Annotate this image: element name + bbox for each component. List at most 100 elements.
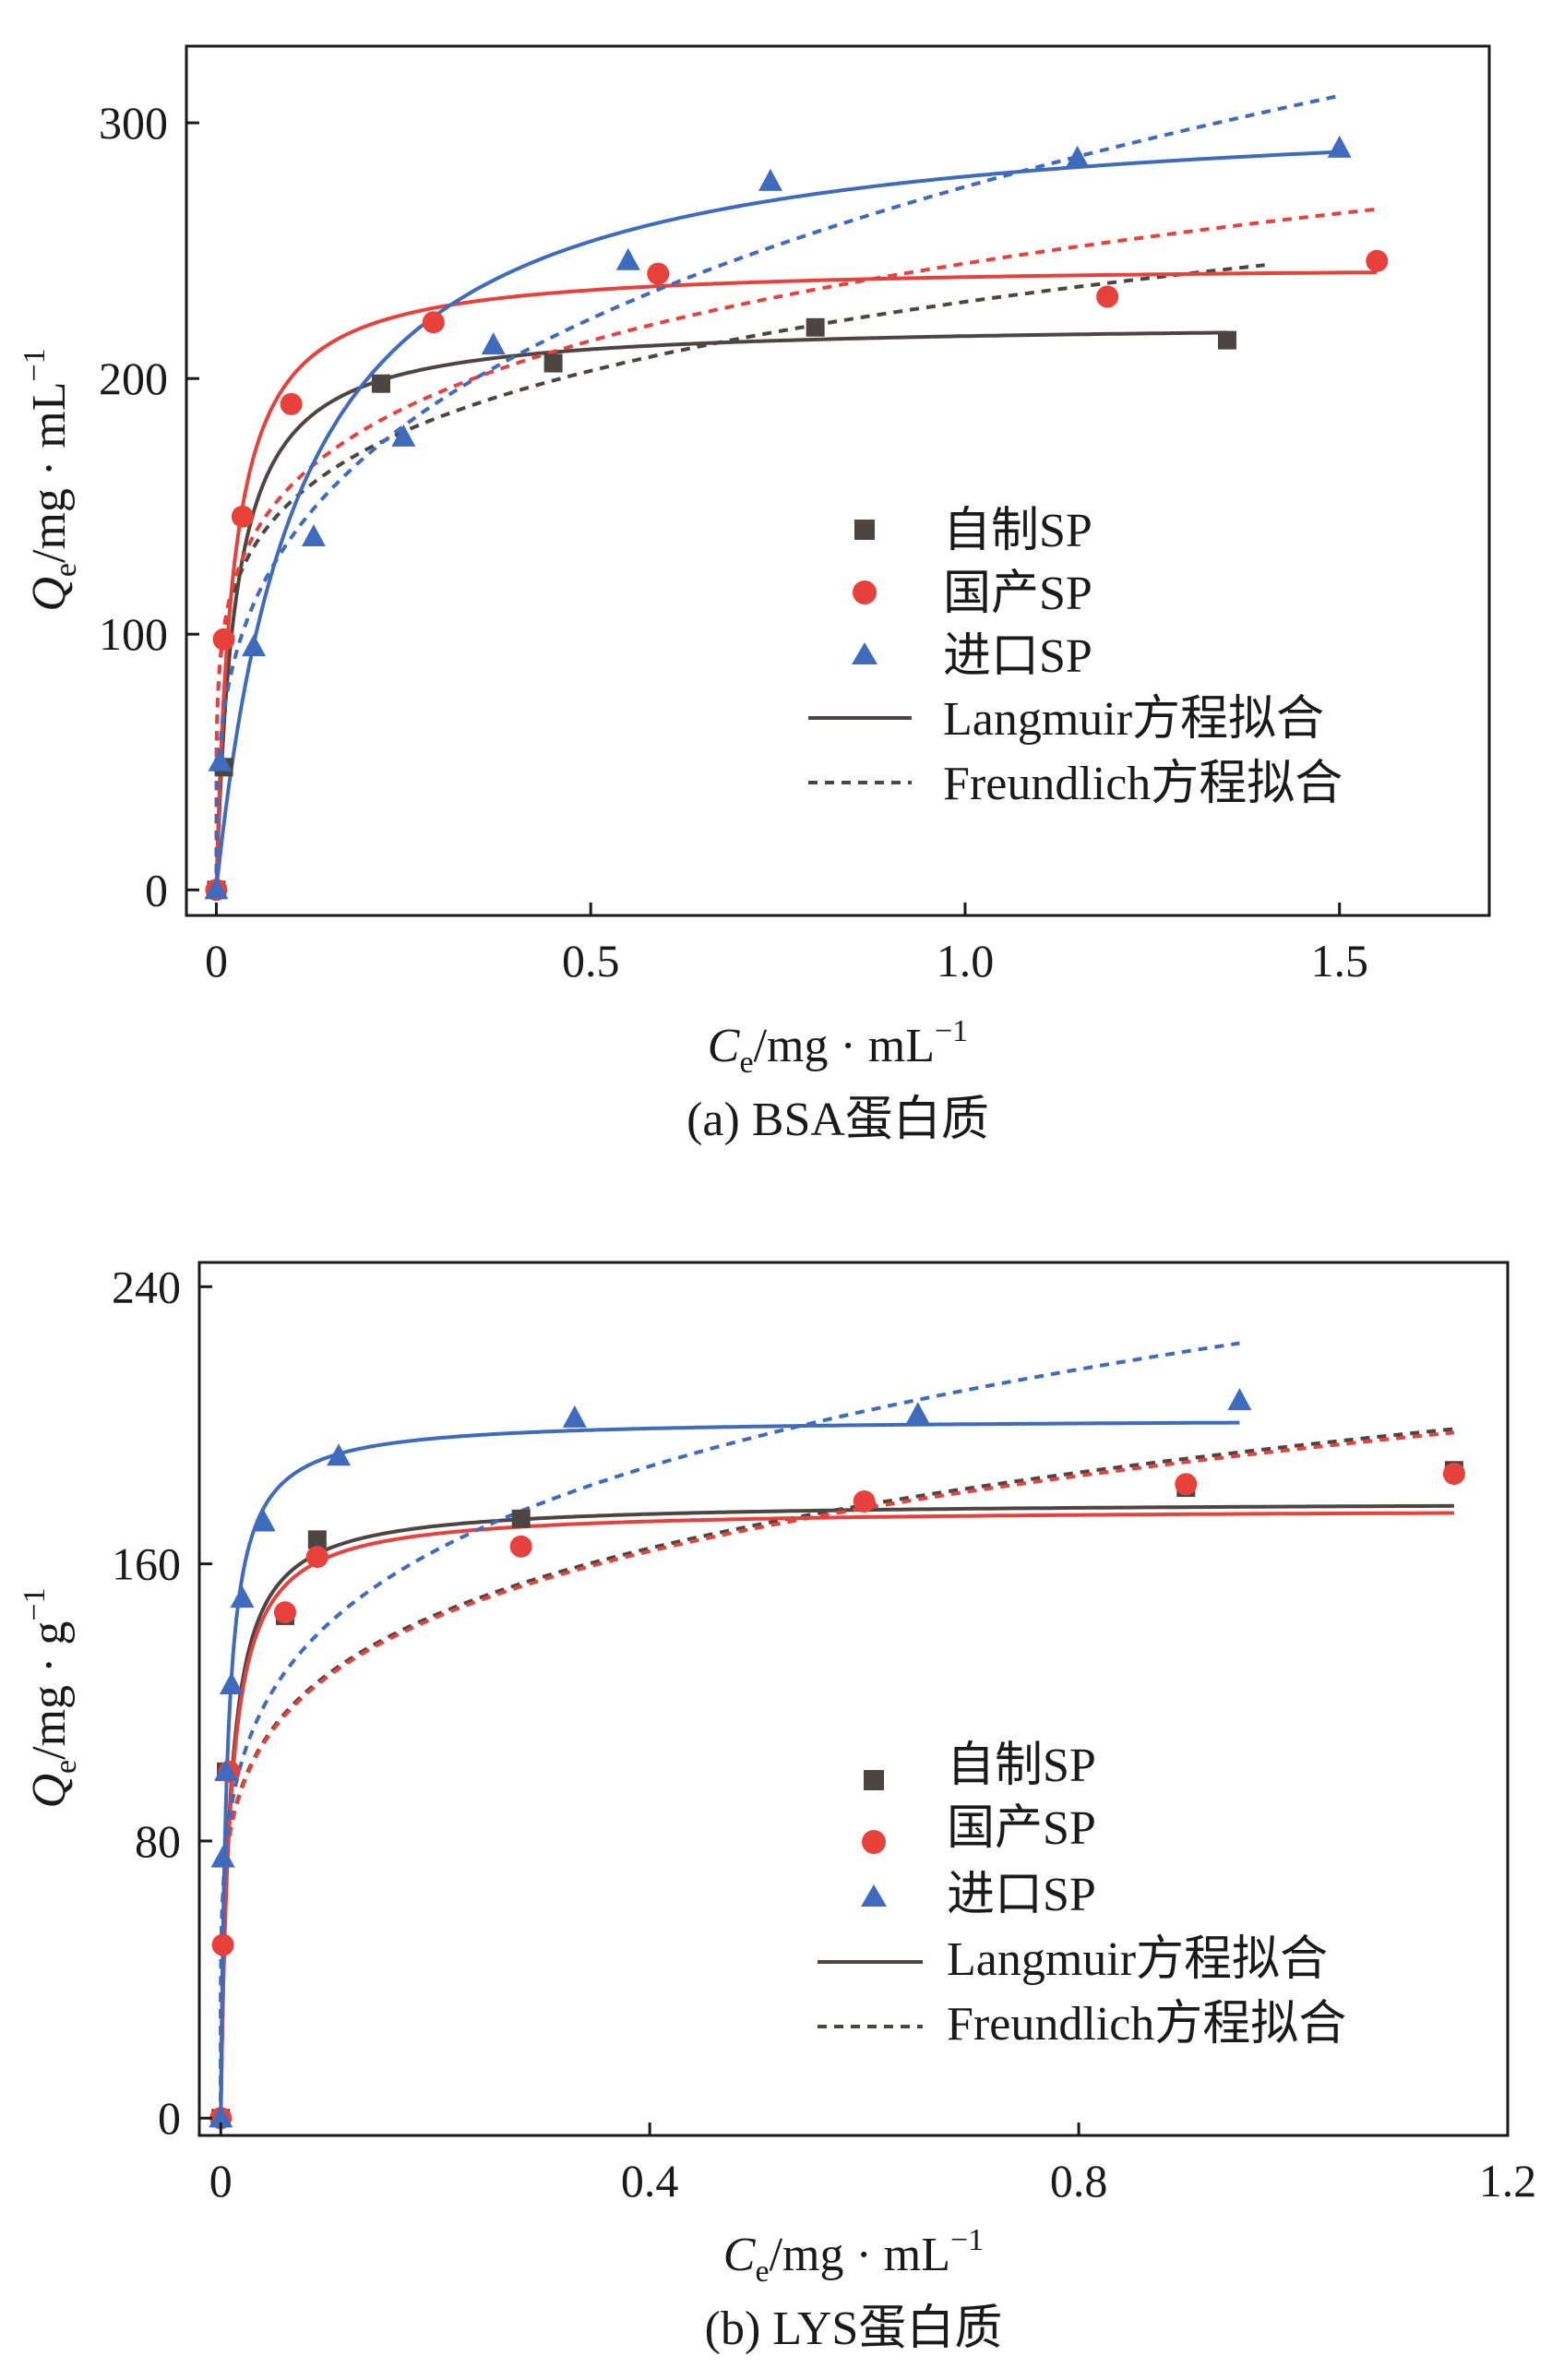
ticks-a: 0 0.5 1.0 1.5 0 100 200 300 <box>99 97 1368 987</box>
y-axis-title-b: Qe/mg · g−1 <box>18 1587 83 1808</box>
y-tick-label-a-1: 100 <box>99 608 168 660</box>
legend-a: 自制SP 国产SP 进口SP Langmuir方程拟合 Freundlich方程… <box>808 505 1343 810</box>
data-point-jinkou-a-2 <box>242 634 267 657</box>
data-point-guochan-b-6 <box>853 1490 876 1513</box>
data-point-jinkou-a-3 <box>301 523 326 546</box>
legend-label-jinkou-b: 进口SP <box>947 1869 1096 1921</box>
caption-a: (a) BSA蛋白质 <box>686 1094 989 1146</box>
data-point-guochan-b-8 <box>1442 1462 1465 1485</box>
x-tick-label-b-0: 0 <box>209 2155 233 2207</box>
ticks-b: 0 0.4 0.8 1.2 0 80 160 240 <box>112 1261 1536 2207</box>
legend-marker-guochan-b <box>862 1830 886 1854</box>
plot-area-a <box>204 93 1389 902</box>
data-point-zizhi-a-2 <box>371 374 390 393</box>
data-point-jinkou-a-4 <box>391 424 416 447</box>
legend-marker-zizhi-a <box>854 520 875 540</box>
data-point-guochan-a-7 <box>1366 249 1389 272</box>
legend-b: 自制SP 国产SP 进口SP Langmuir方程拟合 Freundlich方程… <box>818 1740 1346 2051</box>
y-tick-label-a-3: 300 <box>99 97 168 149</box>
legend-label-zizhi-a: 自制SP <box>943 505 1092 557</box>
panel-a-bsa: 0 0.5 1.0 1.5 0 100 200 300 Qe/mg · mL−1 Ce/mg … <box>18 44 1491 1146</box>
data-point-zizhi-a-3 <box>543 353 563 373</box>
data-point-jinkou-b-3 <box>219 1671 244 1694</box>
data-point-jinkou-a-6 <box>615 247 640 270</box>
data-point-guochan-b-3 <box>273 1601 296 1624</box>
y-tick-label-b-1: 80 <box>135 1815 181 1867</box>
data-point-jinkou-b-1 <box>210 1845 235 1868</box>
x-tick-label-a-0: 0 <box>205 935 228 987</box>
caption-b: (b) LYS蛋白质 <box>705 2302 1003 2355</box>
data-point-jinkou-a-8 <box>1065 145 1090 168</box>
data-point-guochan-a-5 <box>647 262 670 285</box>
x-tick-label-a-2: 1.0 <box>937 935 995 987</box>
freundlich-curve-zizhi-b <box>219 1427 1455 2119</box>
data-point-guochan-b-1 <box>211 1933 234 1956</box>
langmuir-curve-jinkou-b <box>219 1420 1240 2119</box>
plot-area-b <box>209 1341 1465 2130</box>
data-point-guochan-a-1 <box>212 628 235 651</box>
data-point-guochan-a-6 <box>1096 285 1119 308</box>
x-tick-label-a-1: 0.5 <box>562 935 620 987</box>
langmuir-curve-guochan-a <box>214 270 1378 891</box>
y-tick-label-a-0: 0 <box>145 864 168 915</box>
data-point-jinkou-b-6 <box>327 1443 352 1466</box>
data-point-jinkou-a-9 <box>1327 135 1352 158</box>
y-tick-label-a-2: 200 <box>99 353 168 404</box>
data-point-jinkou-a-1 <box>208 748 233 771</box>
legend-marker-jinkou-b <box>861 1884 887 1907</box>
data-point-jinkou-a-0 <box>204 877 229 900</box>
freundlich-curve-guochan-b <box>219 1430 1455 2119</box>
data-point-guochan-b-5 <box>509 1535 532 1558</box>
data-point-jinkou-b-7 <box>562 1405 587 1428</box>
y-tick-label-b-2: 160 <box>112 1538 181 1590</box>
data-point-guochan-b-7 <box>1175 1473 1198 1496</box>
y-tick-label-b-3: 240 <box>112 1261 181 1312</box>
x-tick-label-b-1: 0.4 <box>621 2155 679 2207</box>
data-point-jinkou-a-5 <box>481 332 506 355</box>
x-axis-title-b: Ce/mg · mL−1 <box>723 2223 984 2289</box>
legend-marker-guochan-a <box>853 580 877 604</box>
freundlich-curve-guochan-a <box>214 207 1378 891</box>
data-point-zizhi-b-3 <box>307 1530 327 1549</box>
x-axis-title-a: Ce/mg · mL−1 <box>708 1014 968 1080</box>
legend-label-jinkou-a: 进口SP <box>943 630 1092 683</box>
data-point-jinkou-a-7 <box>758 168 782 191</box>
langmuir-curve-zizhi-b <box>219 1503 1454 2119</box>
langmuir-curve-zizhi-a <box>214 330 1228 891</box>
data-point-jinkou-b-9 <box>1227 1388 1252 1411</box>
data-point-jinkou-b-8 <box>905 1402 930 1425</box>
legend-label-langmuir-b: Langmuir方程拟合 <box>947 1933 1328 1986</box>
legend-marker-jinkou-a <box>852 642 877 664</box>
plot-frame-a <box>185 44 1491 917</box>
legend-marker-zizhi-b <box>864 1770 884 1790</box>
langmuir-curve-jinkou-a <box>214 149 1340 891</box>
data-point-zizhi-a-5 <box>1217 330 1236 350</box>
data-point-guochan-a-3 <box>280 392 303 415</box>
y-tick-label-b-0: 0 <box>158 2092 181 2144</box>
x-tick-label-b-2: 0.8 <box>1050 2155 1108 2207</box>
data-point-jinkou-b-4 <box>230 1585 255 1609</box>
data-point-guochan-a-4 <box>422 311 445 334</box>
data-point-guochan-b-4 <box>305 1546 328 1569</box>
legend-label-guochan-a: 国产SP <box>943 568 1092 620</box>
data-point-guochan-a-2 <box>231 505 254 528</box>
legend-label-freundlich-b: Freundlich方程拟合 <box>947 1998 1346 2051</box>
legend-label-freundlich-a: Freundlich方程拟合 <box>943 758 1343 810</box>
freundlich-curve-jinkou-a <box>214 93 1341 891</box>
data-point-jinkou-b-0 <box>209 2105 233 2128</box>
plot-frame-b <box>197 1261 1510 2137</box>
data-point-zizhi-b-4 <box>511 1509 531 1528</box>
freundlich-curve-jinkou-b <box>219 1341 1240 2119</box>
data-point-jinkou-b-2 <box>214 1758 239 1781</box>
legend-label-guochan-b: 国产SP <box>947 1802 1096 1855</box>
langmuir-curve-guochan-b <box>219 1511 1454 2119</box>
data-point-jinkou-b-5 <box>251 1509 276 1532</box>
legend-label-langmuir-a: Langmuir方程拟合 <box>943 693 1324 746</box>
x-tick-label-b-3: 1.2 <box>1479 2155 1537 2207</box>
y-axis-title-a: Qe/mg · mL−1 <box>18 348 83 611</box>
panel-b-lys: 0 0.4 0.8 1.2 0 80 160 240 Qe/mg · g−1 Ce/mg · … <box>18 1261 1536 2355</box>
x-tick-label-a-3: 1.5 <box>1310 935 1368 987</box>
legend-label-zizhi-b: 自制SP <box>947 1740 1096 1792</box>
data-point-zizhi-a-4 <box>806 317 825 337</box>
